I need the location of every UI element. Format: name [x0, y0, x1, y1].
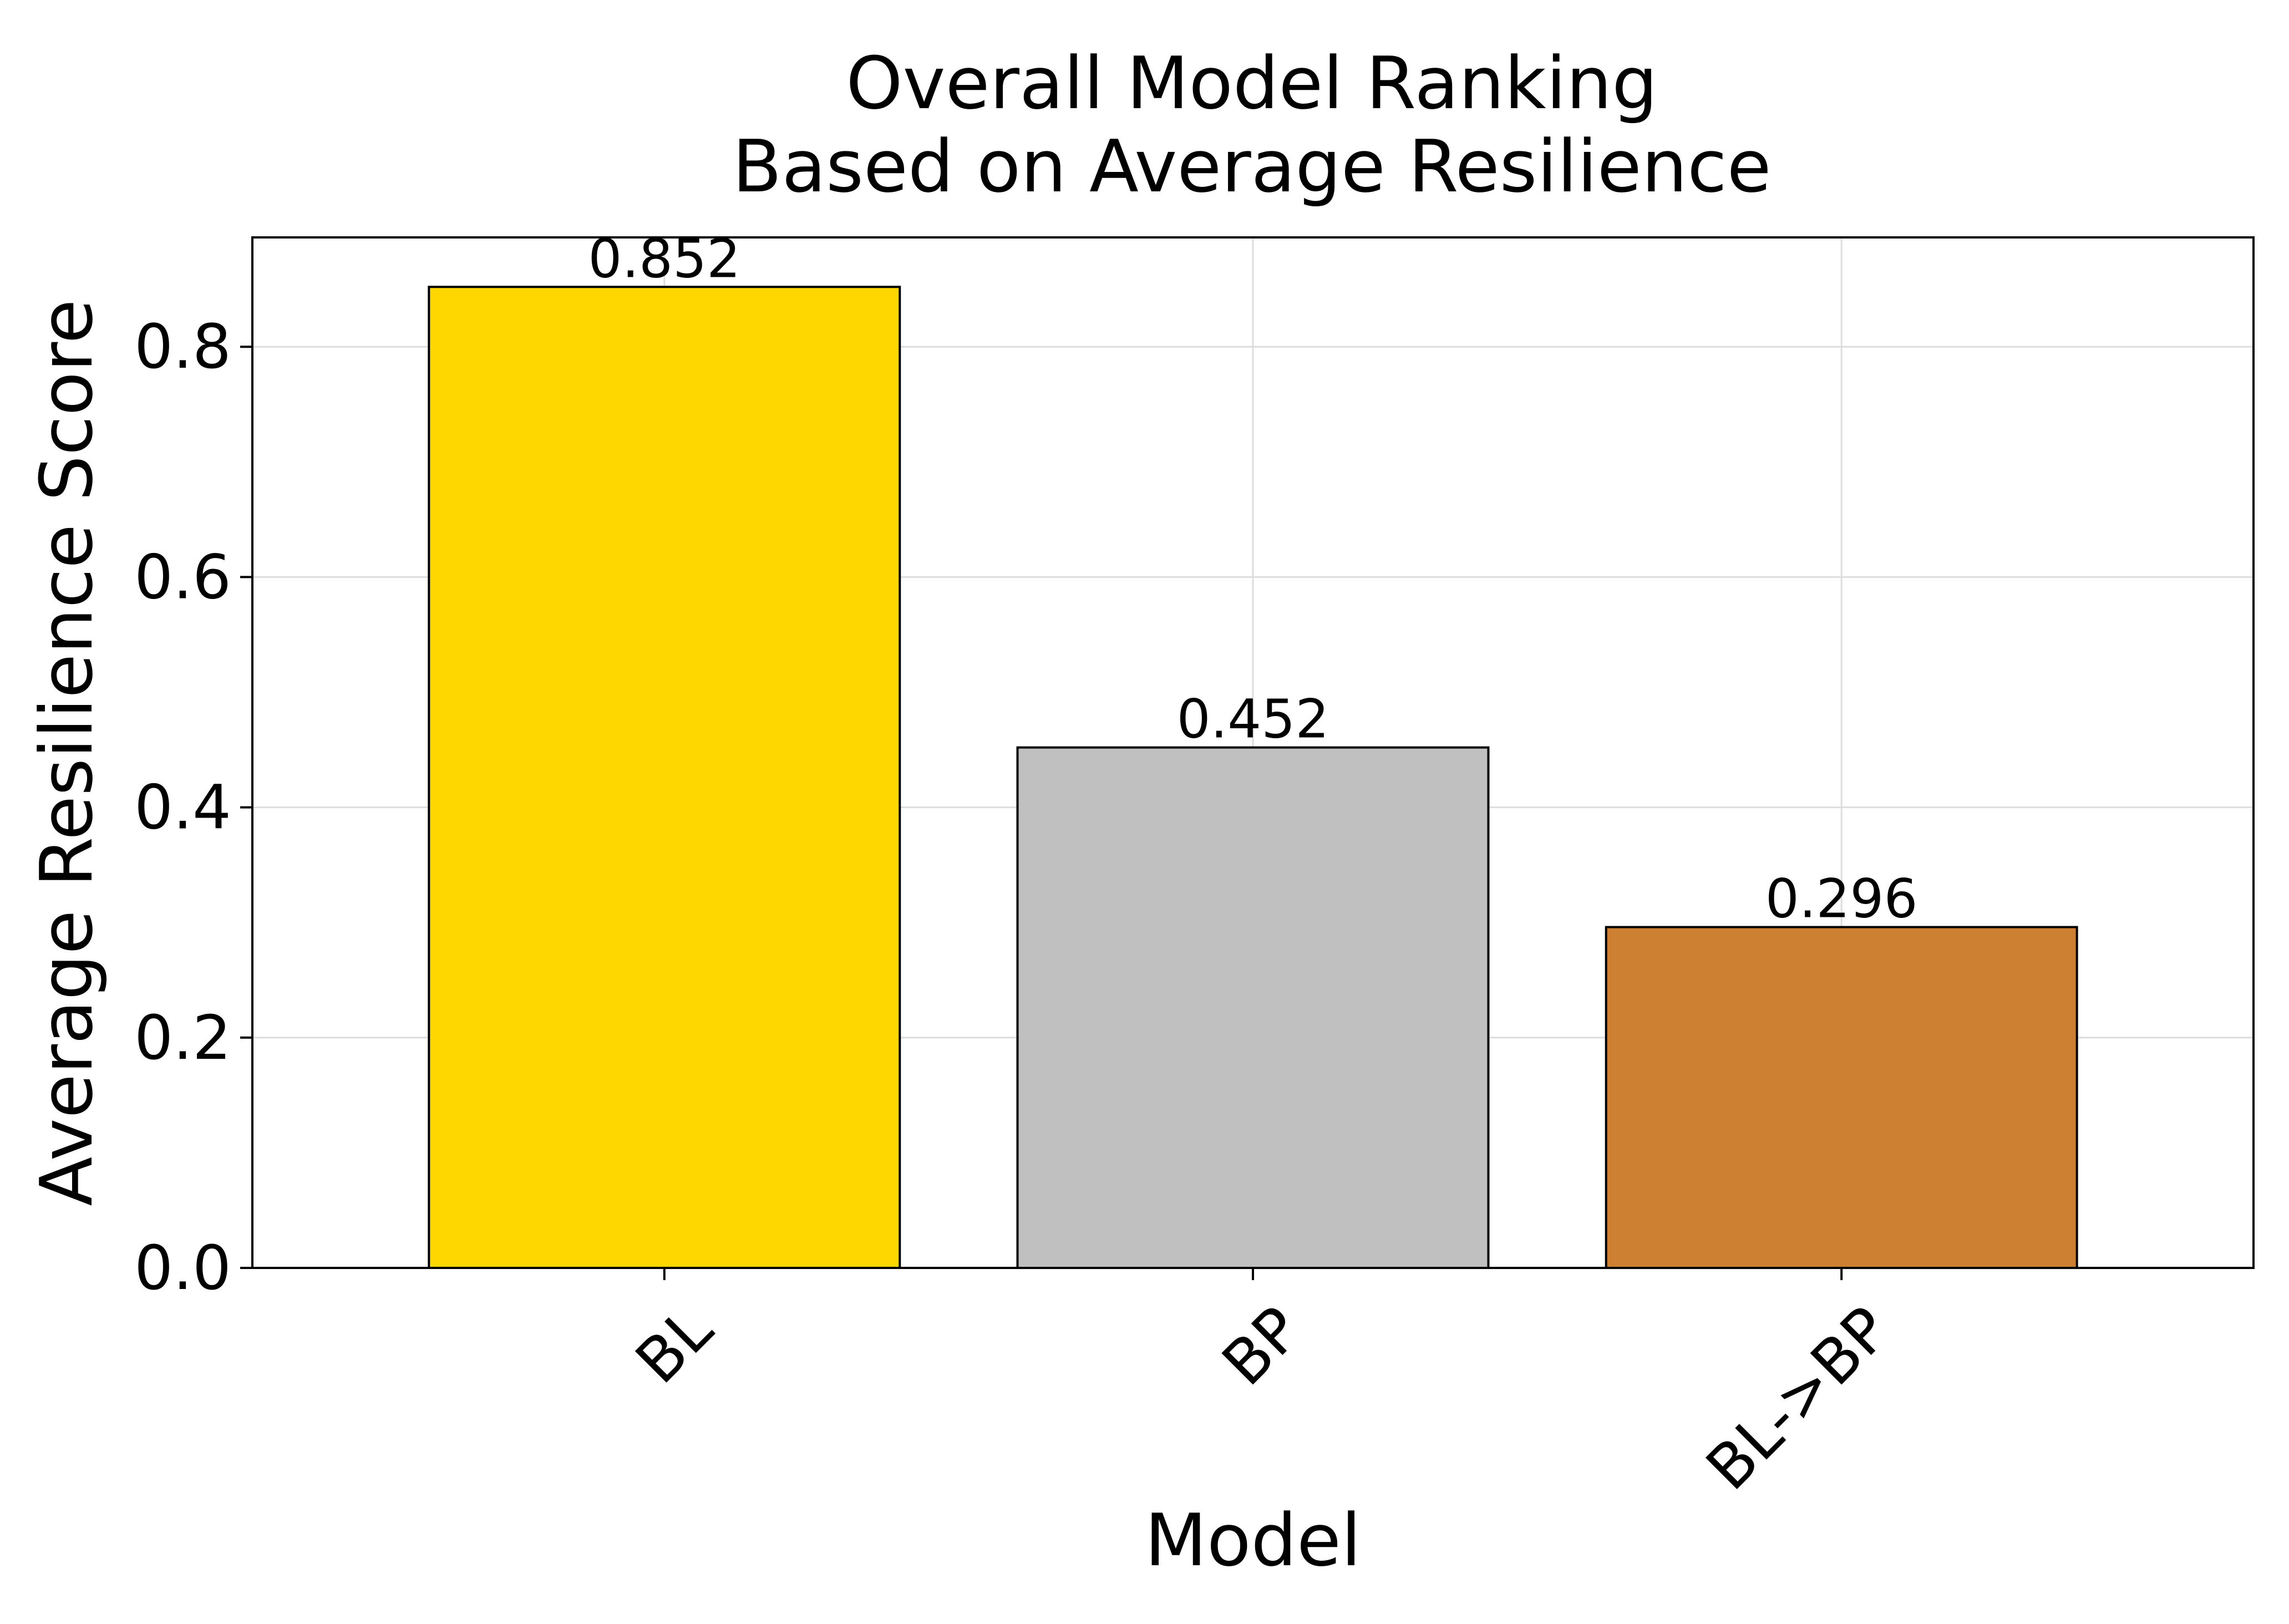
- y-axis: 0.0 0.2 0.4 0.6 0.8: [134, 311, 252, 1303]
- y-tick-label-4: 0.8: [134, 311, 231, 382]
- chart-title-line-1: Overall Model Ranking: [846, 41, 1657, 125]
- y-tick-label-1: 0.2: [134, 1002, 231, 1073]
- y-tick-label-2: 0.4: [134, 772, 231, 843]
- x-axis: BL BP BL->BP: [622, 1268, 1903, 1504]
- x-tick-label-0: BL: [622, 1293, 726, 1397]
- x-axis-label: Model: [1145, 1498, 1361, 1582]
- data-label-2: 0.296: [1765, 868, 1918, 930]
- data-label-0: 0.852: [588, 227, 740, 290]
- data-label-1: 0.452: [1177, 688, 1329, 750]
- data-labels: 0.852 0.452 0.296: [588, 227, 1917, 930]
- bar-bl: [428, 286, 901, 1269]
- bar-bl-bp: [1605, 926, 2078, 1269]
- y-axis-label: Average Resilience Score: [24, 300, 109, 1206]
- x-tick-label-1: BP: [1209, 1293, 1314, 1399]
- bar-bp: [1016, 746, 1490, 1269]
- y-tick-label-0: 0.0: [134, 1232, 231, 1303]
- y-tick-label-3: 0.6: [134, 541, 231, 612]
- chart-title-line-2: Based on Average Resilience: [732, 124, 1771, 209]
- bars: [428, 286, 2078, 1269]
- x-tick-label-2: BL->BP: [1693, 1293, 1903, 1504]
